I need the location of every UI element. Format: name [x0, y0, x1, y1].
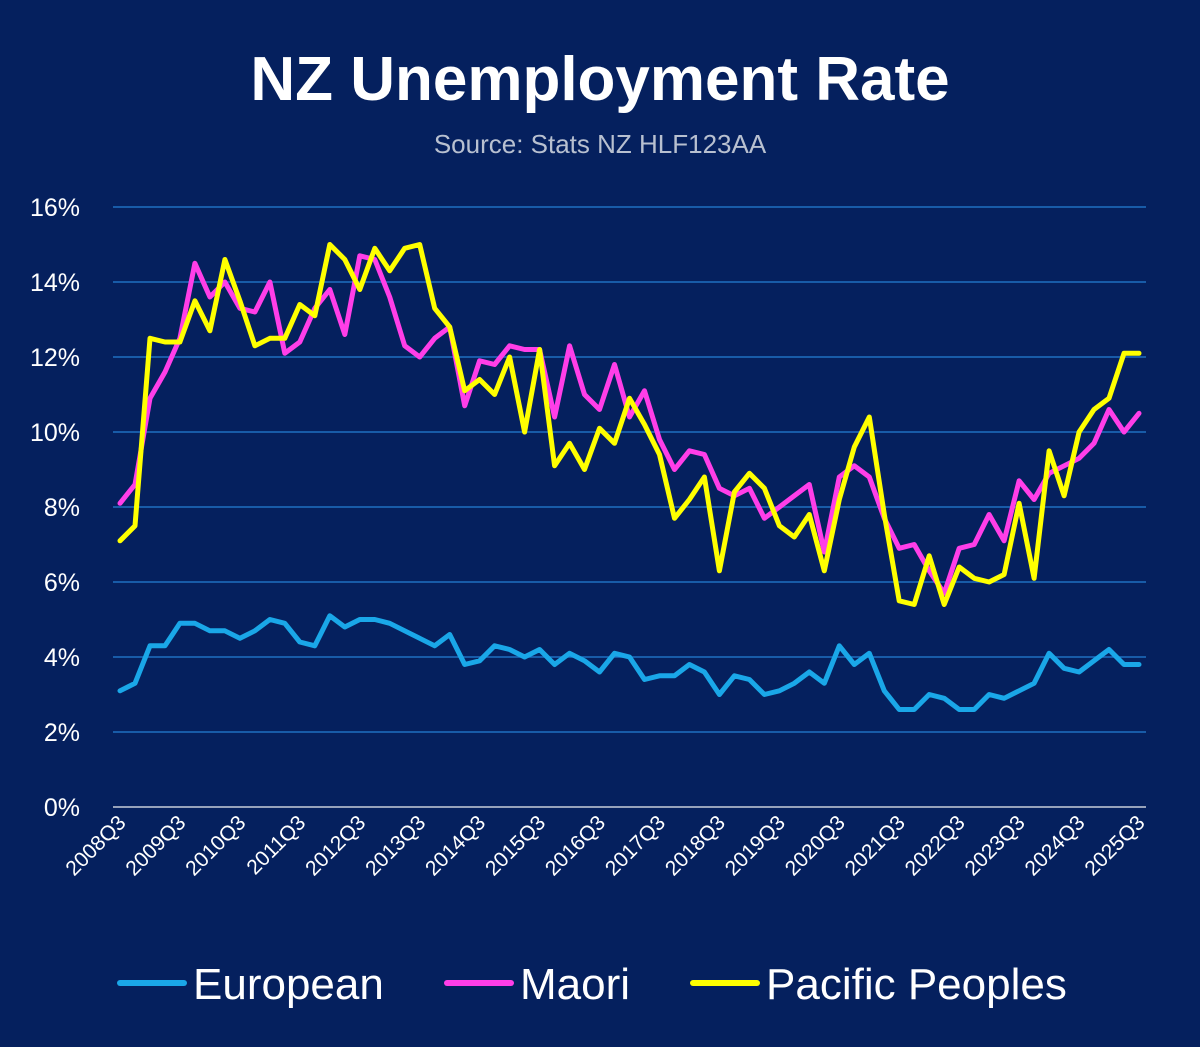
- y-tick-label: 16%: [30, 194, 80, 222]
- y-tick-label: 2%: [44, 719, 80, 747]
- x-tick-label: 2019Q3: [721, 811, 790, 880]
- x-tick-label: 2010Q3: [181, 811, 250, 880]
- y-tick-label: 10%: [30, 419, 80, 447]
- chart-subtitle: Source: Stats NZ HLF123AA: [434, 129, 767, 159]
- chart-title: NZ Unemployment Rate: [250, 45, 949, 114]
- gridlines: [113, 206, 1146, 808]
- series-line-pacific-peoples: [117, 242, 1142, 607]
- x-tick-label: 2012Q3: [301, 811, 370, 880]
- y-tick-label: 4%: [44, 644, 80, 672]
- series-line-european: [117, 613, 1142, 712]
- y-tick-label: 8%: [44, 494, 80, 522]
- y-tick-label: 12%: [30, 344, 80, 372]
- x-axis-tick-labels: 2008Q32009Q32010Q32011Q32012Q32013Q32014…: [61, 811, 1149, 880]
- legend-label: European: [193, 960, 384, 1009]
- y-tick-label: 14%: [30, 269, 80, 297]
- series-lines: [117, 242, 1142, 712]
- legend-item-european: European: [117, 960, 384, 1009]
- x-tick-label: 2017Q3: [601, 811, 670, 880]
- x-tick-label: 2022Q3: [901, 811, 970, 880]
- x-tick-label: 2018Q3: [661, 811, 730, 880]
- x-tick-label: 2015Q3: [481, 811, 550, 880]
- y-tick-label: 0%: [44, 794, 80, 822]
- x-tick-label: 2020Q3: [781, 811, 850, 880]
- x-tick-label: 2025Q3: [1080, 811, 1149, 880]
- legend: European Maori Pacific Peoples: [117, 960, 1067, 1009]
- x-tick-label: 2016Q3: [541, 811, 610, 880]
- x-tick-label: 2009Q3: [121, 811, 190, 880]
- legend-item-maori: Maori: [444, 960, 630, 1009]
- x-tick-label: 2013Q3: [361, 811, 430, 880]
- legend-item-pacific-peoples: Pacific Peoples: [690, 960, 1067, 1009]
- x-tick-label: 2021Q3: [841, 811, 910, 880]
- legend-label: Maori: [520, 960, 630, 1009]
- x-tick-label: 2011Q3: [242, 811, 310, 879]
- series-line-maori: [117, 253, 1142, 596]
- x-tick-label: 2014Q3: [421, 811, 490, 880]
- legend-label: Pacific Peoples: [766, 960, 1067, 1009]
- y-axis-tick-labels: 0% 2% 4% 6% 8% 10% 12% 14% 16%: [30, 194, 80, 822]
- x-tick-label: 2024Q3: [1020, 811, 1089, 880]
- y-tick-label: 6%: [44, 569, 80, 597]
- x-tick-label: 2023Q3: [961, 811, 1030, 880]
